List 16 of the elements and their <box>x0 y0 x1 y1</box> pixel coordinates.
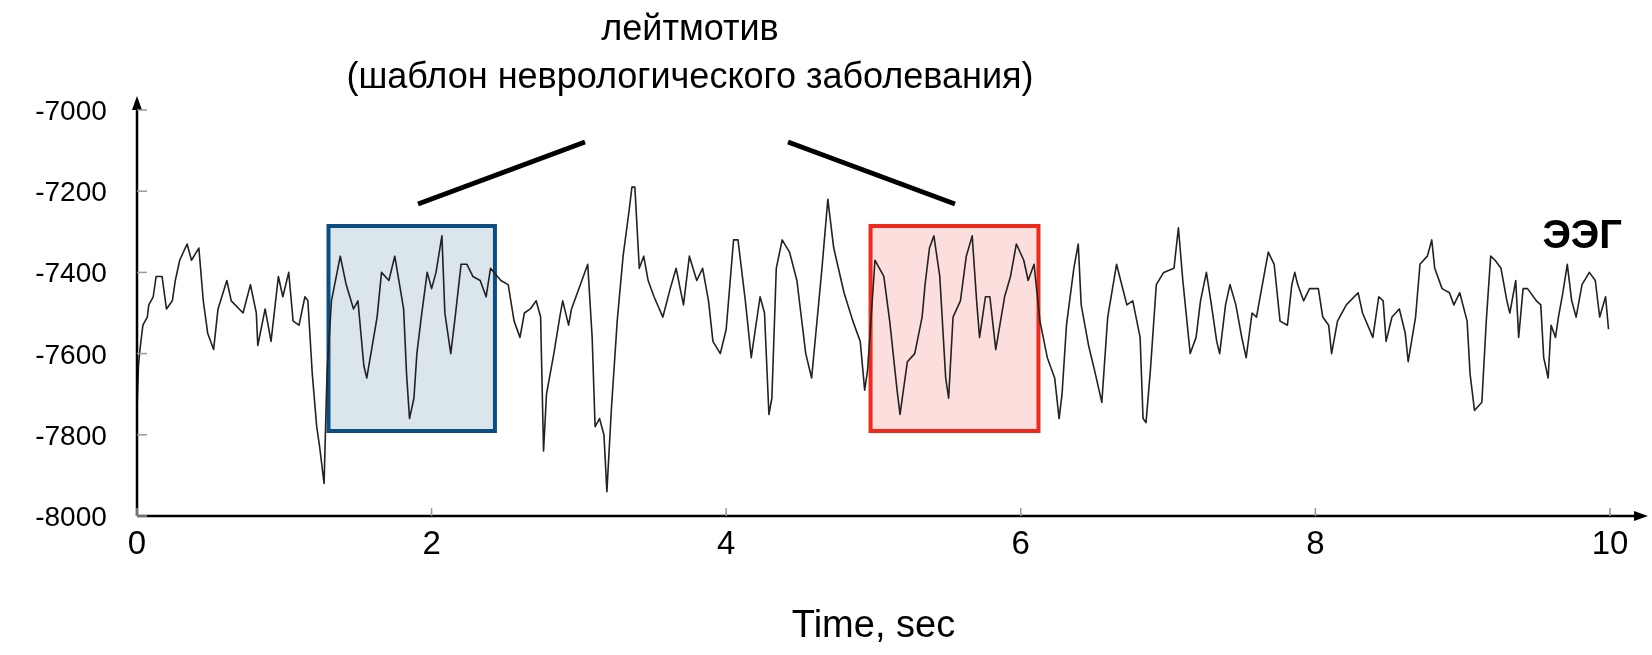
x-axis-title: Time, sec <box>791 603 956 645</box>
y-tick-label: -8000 <box>35 501 107 532</box>
y-tick-label: -7400 <box>35 257 107 289</box>
series-label: ЭЭГ <box>1542 212 1622 257</box>
x-tick-label: 2 <box>422 524 441 561</box>
text: лейтмотив <box>601 7 779 48</box>
y-tick-label: -7600 <box>35 338 107 370</box>
y-tick-label: -7200 <box>35 176 107 208</box>
x-tick-label: 6 <box>1011 524 1030 561</box>
y-tick-label: -7800 <box>35 419 107 451</box>
y-tick-label: -7000 <box>35 95 107 126</box>
text: (шаблон неврологического заболевания) <box>346 55 1034 96</box>
x-tick-label: 10 <box>1591 524 1629 561</box>
x-tick-label: 8 <box>1306 524 1325 561</box>
x-tick-label: 4 <box>717 524 736 561</box>
x-tick-label: 0 <box>127 524 147 561</box>
